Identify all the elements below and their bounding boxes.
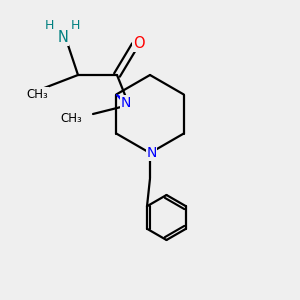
Text: N: N [146, 146, 157, 160]
Polygon shape [116, 94, 131, 107]
Text: O: O [133, 36, 144, 51]
Text: N: N [121, 96, 131, 110]
Text: H: H [45, 19, 54, 32]
Text: H: H [71, 19, 80, 32]
Text: CH₃: CH₃ [61, 112, 82, 125]
Text: CH₃: CH₃ [27, 88, 48, 101]
Text: N: N [58, 30, 68, 45]
